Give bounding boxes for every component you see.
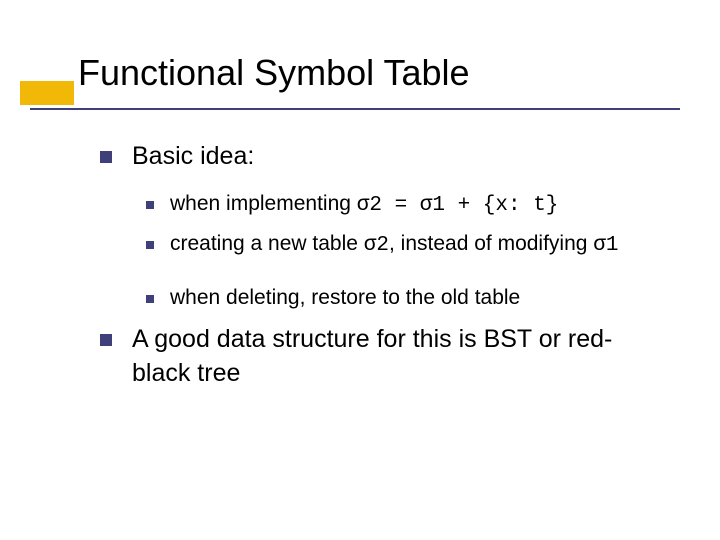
bullet-text: Basic idea: xyxy=(132,140,660,174)
bullet-text: creating a new table σ2, instead of modi… xyxy=(170,230,660,260)
text-span: when implementing xyxy=(170,192,357,215)
text-span: , instead of modifying xyxy=(389,232,593,255)
square-bullet-icon xyxy=(146,295,154,303)
text-span: creating a new table xyxy=(170,232,364,255)
square-bullet-icon xyxy=(100,334,112,346)
bullet-level2: when implementing σ2 = σ1 + {x: t} xyxy=(146,190,660,220)
bullet-level1: A good data structure for this is BST or… xyxy=(100,323,660,391)
bullet-level2: creating a new table σ2, instead of modi… xyxy=(146,230,660,260)
accent-bar xyxy=(20,81,74,105)
bullet-text: when implementing σ2 = σ1 + {x: t} xyxy=(170,190,660,220)
title-wrap: Functional Symbol Table xyxy=(78,52,680,102)
bullet-text: when deleting, restore to the old table xyxy=(170,284,660,312)
slide-content: Basic idea: when implementing σ2 = σ1 + {… xyxy=(100,140,660,406)
slide-title: Functional Symbol Table xyxy=(78,52,680,102)
bullet-text: A good data structure for this is BST or… xyxy=(132,323,660,391)
code-span: σ2 xyxy=(364,234,389,257)
code-span: σ2 = σ1 + {x: t} xyxy=(357,194,559,217)
bullet-level2: when deleting, restore to the old table xyxy=(146,284,660,312)
code-span: σ1 xyxy=(593,234,618,257)
bullet-level1: Basic idea: xyxy=(100,140,660,174)
square-bullet-icon xyxy=(100,151,112,163)
square-bullet-icon xyxy=(146,201,154,209)
title-underline xyxy=(30,108,680,110)
spacer xyxy=(100,270,660,284)
square-bullet-icon xyxy=(146,241,154,249)
